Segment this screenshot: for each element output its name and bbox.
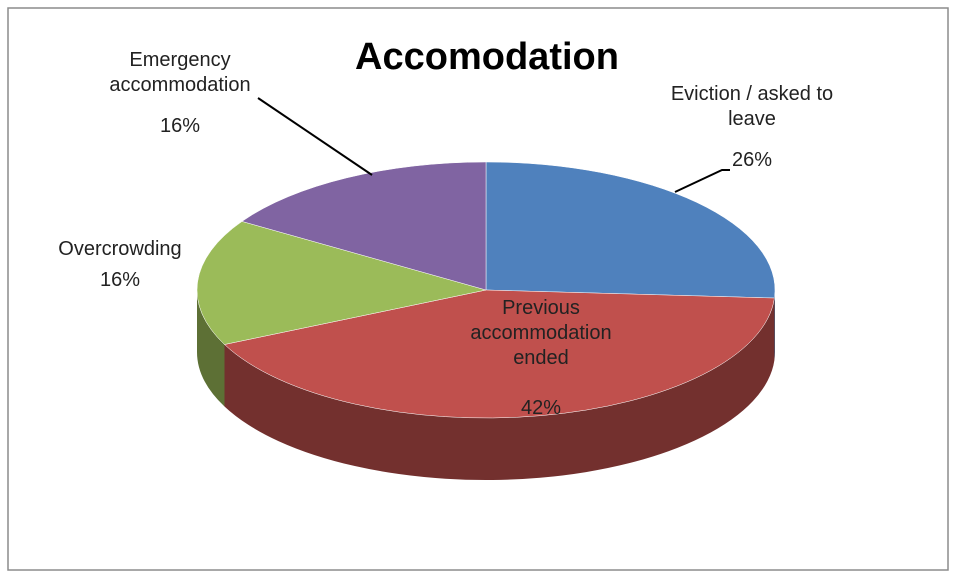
slice bbox=[241, 161, 487, 291]
slice bbox=[485, 161, 776, 299]
slice-value-label: 26% bbox=[731, 149, 773, 171]
slice bbox=[196, 221, 487, 345]
chart-title: Accomodation bbox=[355, 36, 619, 78]
slice-label: Previous accommodation ended bbox=[470, 297, 612, 369]
slice-value-label: 16% bbox=[159, 115, 201, 137]
slice-value-label: 42% bbox=[520, 397, 562, 419]
slice bbox=[223, 289, 775, 419]
leader-line bbox=[674, 169, 730, 193]
slice-side bbox=[197, 290, 225, 407]
slice-value-label: 16% bbox=[99, 269, 141, 291]
slice-side bbox=[224, 298, 775, 481]
slice-label: Overcrowding bbox=[58, 238, 182, 260]
leader-line bbox=[257, 97, 373, 176]
slice-label: Eviction / asked to leave bbox=[670, 83, 834, 130]
slice-side bbox=[774, 290, 775, 361]
slice-label: Emergency accommodation bbox=[109, 49, 251, 96]
